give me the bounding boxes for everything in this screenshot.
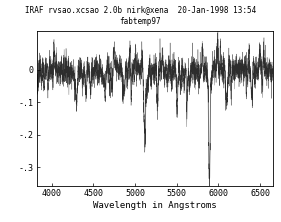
- Text: fabtemp97: fabtemp97: [120, 17, 161, 26]
- X-axis label: Wavelength in Angstroms: Wavelength in Angstroms: [93, 201, 216, 210]
- Text: IRAF rvsao.xcsao 2.0b nirk@xena  20-Jan-1998 13:54: IRAF rvsao.xcsao 2.0b nirk@xena 20-Jan-1…: [25, 6, 256, 15]
